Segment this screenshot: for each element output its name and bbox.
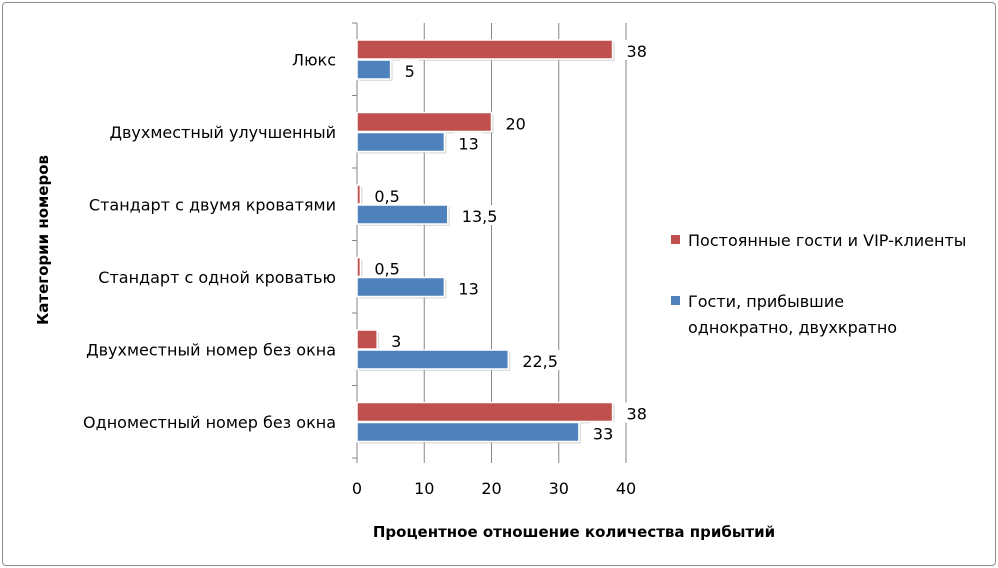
data-label-bg bbox=[454, 277, 483, 298]
category-label: Одноместный номер без окна bbox=[83, 413, 336, 432]
x-tick-label: 0 bbox=[352, 479, 362, 498]
data-label: 20 bbox=[506, 115, 526, 134]
x-tick-label: 10 bbox=[414, 479, 434, 498]
bar bbox=[356, 111, 493, 133]
data-label-bg bbox=[370, 185, 409, 205]
x-axis-title: Процентное отношение количества прибытий bbox=[373, 523, 775, 541]
data-label: 13 bbox=[458, 280, 478, 299]
legend-swatch bbox=[671, 235, 680, 244]
data-label-bg bbox=[501, 112, 530, 133]
data-label: 22,5 bbox=[522, 352, 558, 371]
legend-label: Гости, прибывшие bbox=[688, 292, 844, 311]
bar bbox=[356, 39, 614, 60]
category-label: Стандарт с одной кроватью bbox=[98, 268, 336, 287]
category-label: Двухместный номер без окна bbox=[86, 340, 336, 359]
data-label: 0,5 bbox=[374, 187, 399, 206]
data-label-bg bbox=[588, 422, 617, 443]
bar bbox=[356, 276, 446, 298]
bar bbox=[356, 256, 362, 278]
data-label: 3 bbox=[391, 332, 401, 351]
data-label: 5 bbox=[405, 62, 415, 81]
bar bbox=[356, 131, 446, 153]
data-label: 13 bbox=[458, 135, 478, 154]
data-label-bg bbox=[622, 40, 651, 60]
data-label: 33 bbox=[593, 425, 613, 444]
data-label: 13,5 bbox=[462, 207, 498, 226]
data-label-bg bbox=[454, 132, 483, 153]
bar bbox=[356, 349, 510, 370]
category-label: Люкс bbox=[292, 50, 336, 69]
legend-label: однократно, двухкратно bbox=[688, 318, 897, 337]
data-label: 0,5 bbox=[374, 260, 399, 279]
bar bbox=[356, 59, 392, 80]
data-label: 38 bbox=[627, 405, 647, 424]
bar bbox=[356, 421, 580, 443]
bar bbox=[356, 329, 378, 350]
legend-swatch bbox=[671, 296, 680, 305]
legend-label: Постоянные гости и VIP-клиенты bbox=[688, 231, 966, 250]
bar bbox=[356, 184, 362, 205]
data-label-bg bbox=[400, 60, 419, 80]
x-tick-label: 20 bbox=[481, 479, 501, 498]
bar bbox=[356, 204, 449, 225]
y-axis-title: Категории номеров bbox=[34, 155, 52, 325]
data-label-bg bbox=[370, 257, 409, 278]
data-label-bg bbox=[622, 402, 651, 423]
category-label: Двухместный улучшенный bbox=[109, 123, 336, 142]
x-tick-label: 30 bbox=[549, 479, 569, 498]
x-tick-label: 40 bbox=[616, 479, 636, 498]
data-label-bg bbox=[387, 330, 406, 350]
data-label-bg bbox=[518, 350, 567, 370]
data-label: 38 bbox=[627, 42, 647, 61]
bar bbox=[356, 401, 614, 423]
category-label: Стандарт с двумя кроватями bbox=[89, 195, 336, 214]
data-label-bg bbox=[457, 205, 506, 225]
